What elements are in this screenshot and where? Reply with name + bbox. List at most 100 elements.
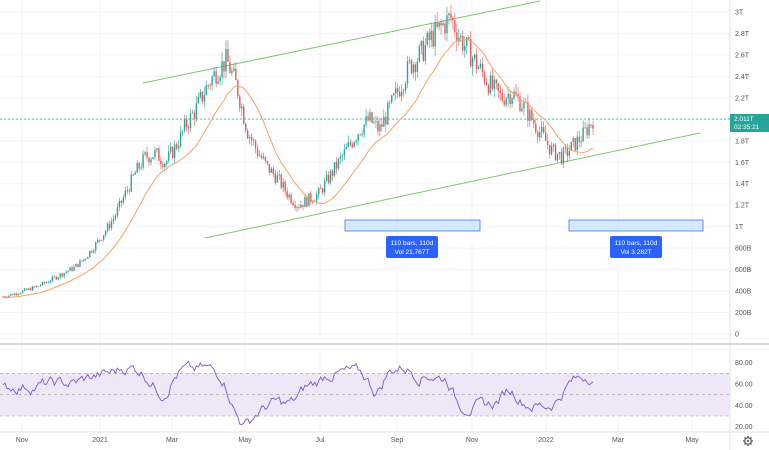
candle (337, 158, 340, 169)
candle (18, 293, 20, 295)
candle (501, 92, 503, 101)
candle (578, 136, 580, 142)
candle (166, 160, 168, 164)
candle (363, 124, 365, 135)
candle (162, 164, 164, 168)
candle (229, 61, 231, 74)
candle (550, 145, 553, 155)
candles[interactable] (2, 4, 594, 299)
candle (588, 124, 590, 136)
candle (278, 174, 280, 176)
time-tick-label: May (238, 437, 252, 444)
candle (203, 95, 205, 102)
candle (566, 147, 569, 156)
candle (252, 140, 255, 142)
candle (564, 147, 567, 149)
range-measure-2-line1: 110 bars, 110d (615, 240, 658, 247)
candle (189, 113, 192, 129)
range-measure-2[interactable] (568, 219, 704, 232)
price-tick-label: 600B (735, 267, 752, 274)
candle (108, 223, 111, 229)
candle (43, 282, 46, 284)
candle (369, 112, 371, 121)
candle (306, 197, 308, 207)
channel-upper-line[interactable] (142, 0, 541, 84)
candle (321, 188, 324, 193)
candle (586, 127, 588, 136)
rsi-axis[interactable]: 80.00 60.00 40.00 20.00 (735, 360, 753, 431)
candle (323, 181, 326, 193)
candle (95, 242, 97, 251)
candle (473, 54, 476, 59)
candle (57, 277, 59, 280)
candle (39, 285, 42, 287)
candle (75, 263, 77, 267)
candle (245, 123, 247, 131)
candle (146, 152, 148, 158)
candle (396, 88, 399, 93)
candle (258, 155, 261, 157)
candle (339, 156, 342, 159)
candle (552, 144, 555, 146)
candle (503, 100, 505, 105)
gear-icon[interactable] (743, 436, 753, 446)
price-tick-label: 1.8T (735, 138, 750, 145)
candle (527, 102, 529, 121)
candle (393, 93, 395, 96)
time-tick-label: Mar (612, 437, 625, 444)
candle (93, 250, 95, 253)
candle (290, 194, 292, 203)
candle (493, 79, 496, 89)
range-measure-2-line2: Vol 3.282T (620, 249, 651, 256)
candle (355, 140, 357, 143)
candle (387, 102, 389, 125)
candle (45, 282, 48, 284)
candle (592, 125, 594, 129)
candle (375, 121, 377, 122)
candle (61, 273, 63, 277)
price-axis[interactable]: 3T2.8T2.6T2.4T2.2T2T1.8T1.6T1.4T1.2T1T80… (735, 10, 752, 339)
candle (361, 134, 363, 136)
candle (24, 288, 26, 291)
candle (144, 152, 146, 155)
range-measure-1[interactable] (344, 219, 481, 232)
time-tick-label: Jul (316, 437, 325, 444)
candle (221, 61, 223, 78)
candle (444, 23, 446, 34)
candle (495, 79, 498, 84)
candle (533, 119, 535, 124)
candle (535, 123, 537, 133)
candle (134, 172, 136, 175)
candle (580, 141, 582, 143)
candle (110, 221, 113, 229)
candle (294, 204, 296, 208)
candle (209, 85, 211, 86)
candle (365, 116, 367, 125)
candle (201, 91, 203, 102)
candle (519, 96, 521, 112)
candle (282, 181, 284, 188)
candle (371, 112, 373, 123)
candle (97, 239, 99, 243)
channel-lower-line[interactable] (204, 132, 701, 239)
candle (302, 204, 304, 207)
candle (233, 68, 235, 71)
price-tick-label: 2.4T (735, 74, 750, 81)
price-tick-label: 400B (735, 289, 752, 296)
candle (160, 160, 162, 165)
candle (296, 207, 298, 208)
candle (288, 194, 290, 198)
candle (4, 296, 6, 298)
candle (325, 174, 328, 182)
candle (215, 71, 217, 84)
candle (148, 157, 150, 163)
candle (570, 141, 572, 151)
candle (41, 282, 44, 286)
candle (118, 200, 121, 208)
candle (489, 75, 492, 94)
candle (406, 61, 409, 84)
time-axis[interactable]: Nov 2021 Mar May Jul Sep Nov 2022 Mar May (16, 437, 699, 444)
candle (106, 223, 109, 232)
candle (462, 35, 464, 51)
